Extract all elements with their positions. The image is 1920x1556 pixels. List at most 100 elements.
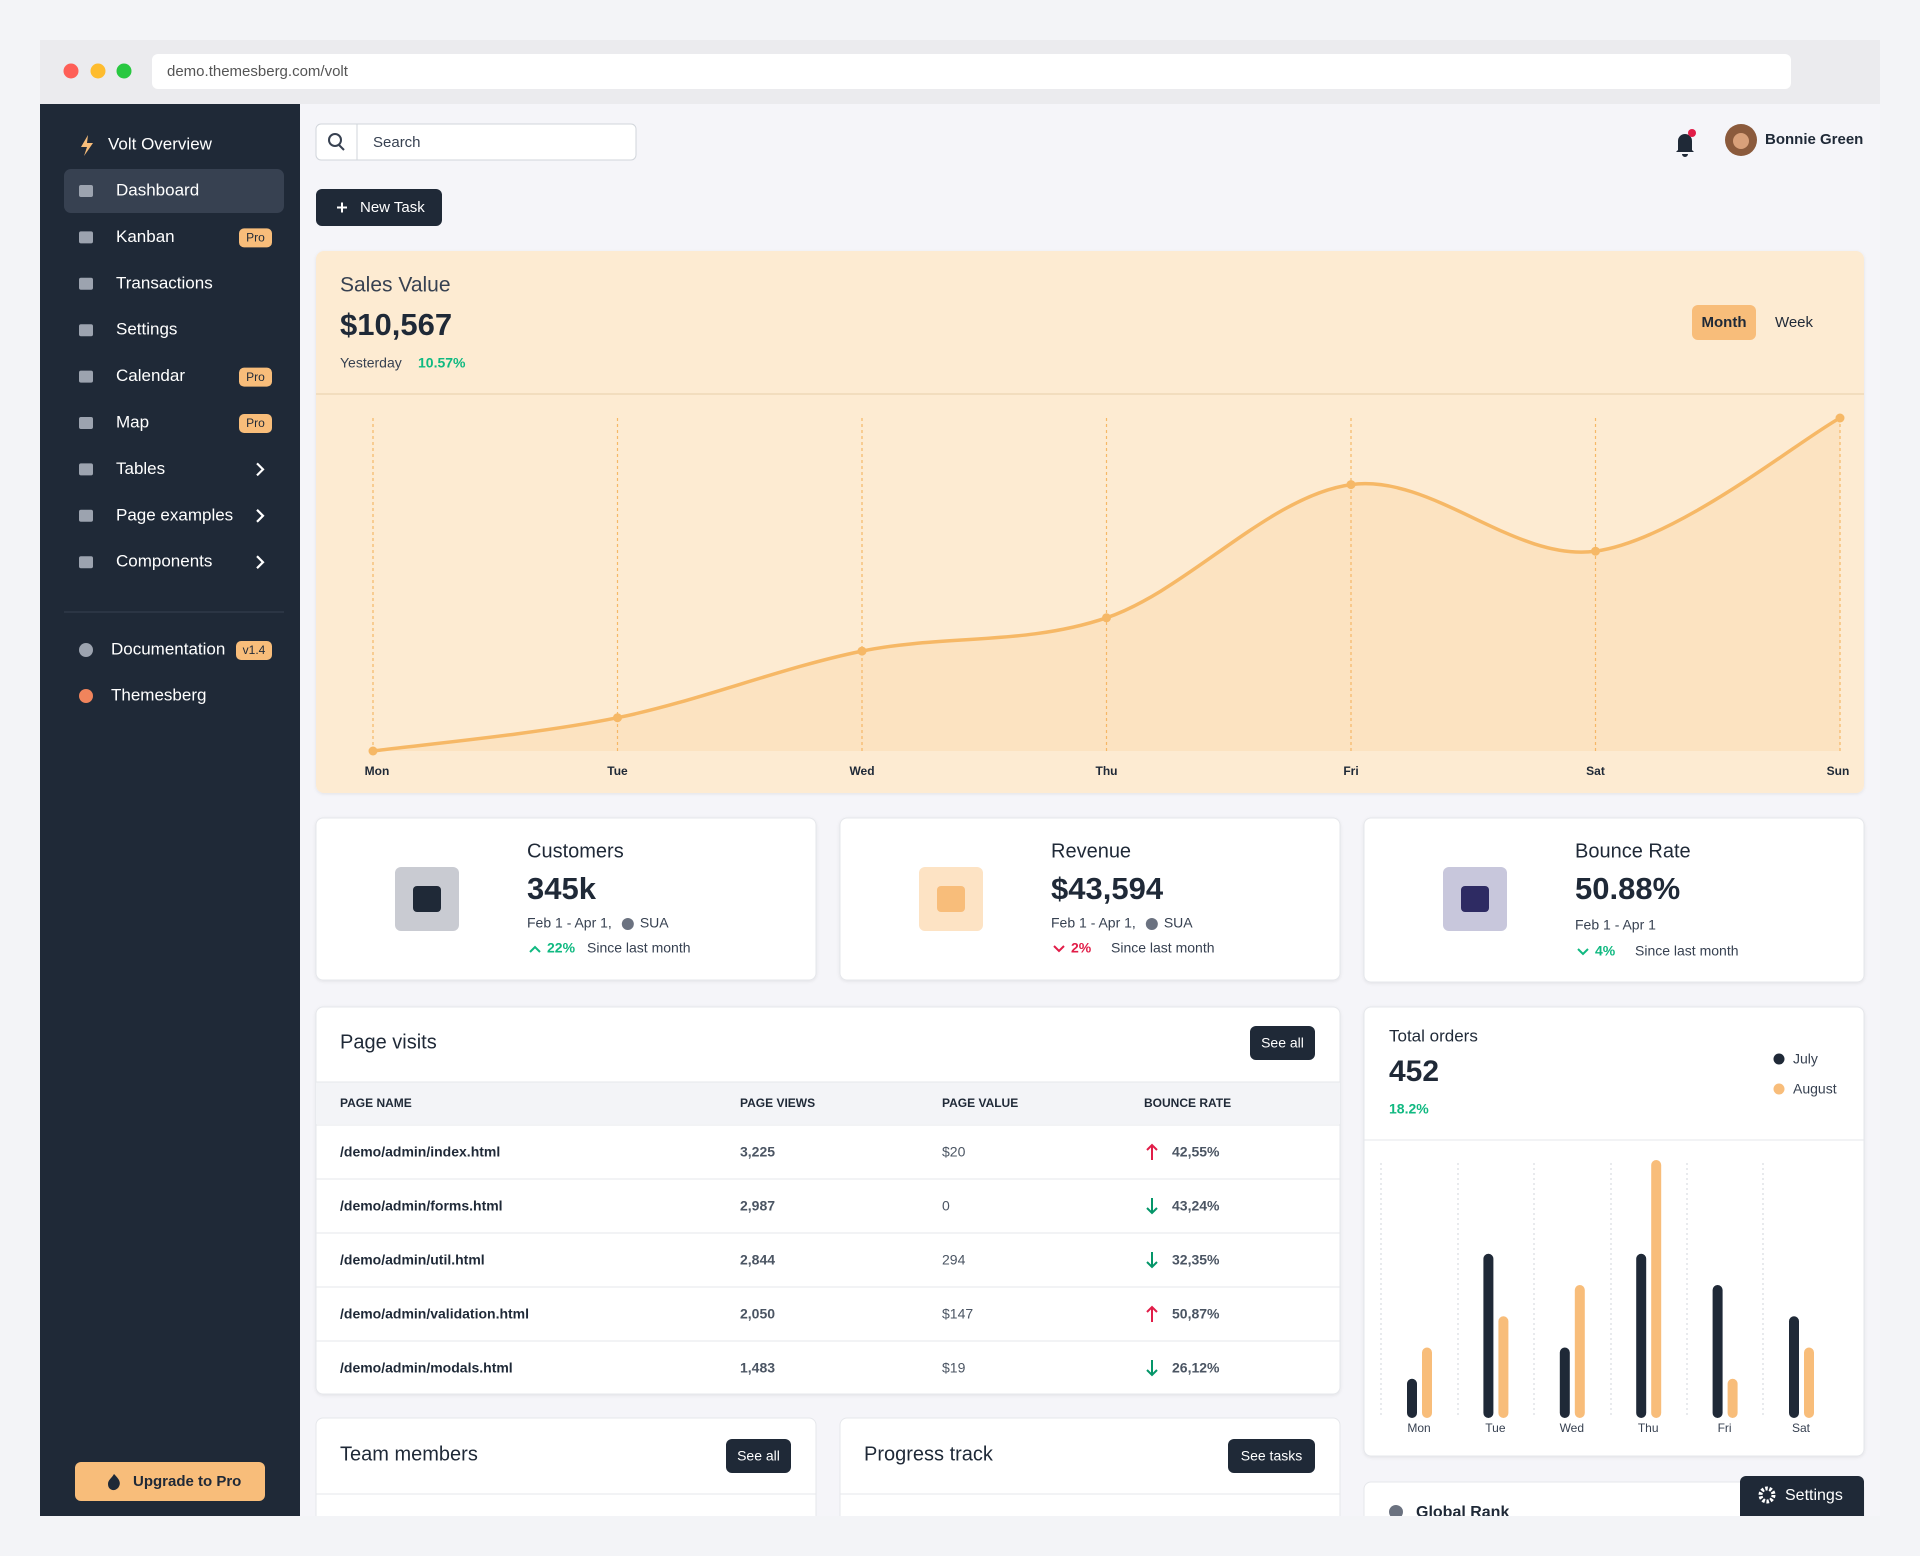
sales-card bbox=[316, 251, 1864, 793]
stat-change: 2% bbox=[1071, 940, 1092, 956]
nav-icon bbox=[79, 509, 93, 522]
bar bbox=[1804, 1347, 1814, 1418]
column-header: BOUNCE RATE bbox=[1144, 1096, 1231, 1110]
window-button[interactable] bbox=[63, 63, 79, 79]
url-bar[interactable] bbox=[152, 54, 1791, 89]
column-header: PAGE VALUE bbox=[942, 1096, 1018, 1110]
window-button[interactable] bbox=[116, 63, 132, 79]
bar bbox=[1407, 1378, 1417, 1418]
badge bbox=[239, 367, 272, 387]
badge bbox=[239, 414, 272, 433]
change: 18.2% bbox=[1389, 1101, 1429, 1117]
table-cell: 2,050 bbox=[740, 1306, 775, 1322]
badge bbox=[239, 228, 272, 248]
stat-note: Since last month bbox=[1635, 943, 1739, 959]
nav-item[interactable]: Calendar bbox=[116, 366, 185, 385]
legend-label: July bbox=[1793, 1051, 1818, 1067]
column-header: PAGE NAME bbox=[340, 1096, 412, 1110]
nav-icon bbox=[79, 185, 93, 197]
bar bbox=[1651, 1160, 1662, 1418]
nav-item[interactable]: Tables bbox=[116, 459, 165, 478]
table-cell: 32,35% bbox=[1172, 1252, 1220, 1268]
badge-text: Pro bbox=[246, 416, 265, 430]
button-text[interactable]: See all bbox=[737, 1448, 780, 1464]
nav-item[interactable]: Documentation bbox=[111, 639, 225, 658]
x-tick-label: Fri bbox=[1718, 1421, 1732, 1435]
table-header bbox=[316, 1082, 1340, 1124]
x-tick-label: Tue bbox=[1485, 1421, 1506, 1435]
nav-item[interactable]: Dashboard bbox=[116, 180, 199, 199]
chevron bbox=[256, 509, 265, 523]
card-button[interactable] bbox=[726, 1439, 791, 1473]
trend-arrow bbox=[1053, 945, 1065, 953]
point bbox=[368, 746, 378, 756]
nav-item[interactable]: Kanban bbox=[116, 227, 175, 246]
sidebar bbox=[40, 104, 300, 1516]
stat-card bbox=[839, 817, 1341, 981]
stat-change: 4% bbox=[1595, 943, 1616, 959]
legend-label: August bbox=[1793, 1081, 1837, 1097]
user-name[interactable]: Bonnie Green bbox=[1765, 131, 1863, 148]
tab-active[interactable] bbox=[1692, 305, 1756, 340]
new-task-text[interactable]: New Task bbox=[360, 199, 425, 216]
upgrade-button[interactable] bbox=[75, 1462, 265, 1501]
upgrade-text[interactable]: Upgrade to Pro bbox=[133, 1473, 241, 1490]
bar bbox=[1574, 1285, 1585, 1418]
stat-icon-glyph bbox=[937, 886, 965, 912]
stat-note: Since last month bbox=[1111, 940, 1215, 956]
flame-icon bbox=[108, 1474, 120, 1491]
card-title: Page visits bbox=[340, 1031, 437, 1053]
point bbox=[1346, 480, 1356, 490]
table-cell: $19 bbox=[942, 1360, 966, 1376]
nav-item[interactable]: Transactions bbox=[116, 273, 213, 292]
table-cell: /demo/admin/forms.html bbox=[340, 1198, 503, 1214]
tab[interactable]: Month bbox=[1702, 314, 1747, 331]
table-cell: $147 bbox=[942, 1306, 973, 1322]
nav-item[interactable]: Page examples bbox=[116, 505, 233, 524]
stat-region: SUA bbox=[640, 915, 669, 931]
nav-item[interactable]: Themesberg bbox=[111, 685, 206, 704]
stat-title: Bounce Rate bbox=[1575, 840, 1691, 862]
table-cell: 43,24% bbox=[1172, 1198, 1220, 1214]
stat-icon-glyph bbox=[413, 886, 441, 912]
nav-item[interactable]: Map bbox=[116, 412, 149, 431]
notification-dot bbox=[1688, 129, 1696, 137]
stat-title: Customers bbox=[527, 840, 624, 862]
settings-button[interactable] bbox=[1740, 1476, 1864, 1524]
table-cell: 50,87% bbox=[1172, 1306, 1220, 1322]
nav-icon bbox=[79, 324, 93, 337]
nav-item[interactable]: Components bbox=[116, 552, 212, 571]
button-text[interactable]: See all bbox=[1261, 1035, 1304, 1051]
card-title: Global Rank bbox=[1416, 1504, 1509, 1521]
legend-dot bbox=[1773, 1083, 1785, 1095]
button-text[interactable]: See tasks bbox=[1241, 1448, 1302, 1464]
stat-period: Feb 1 - Apr 1 bbox=[1575, 917, 1656, 933]
badge-text: v1.4 bbox=[243, 643, 266, 657]
table-cell: 0 bbox=[942, 1198, 950, 1214]
table-cell: 42,55% bbox=[1172, 1144, 1220, 1160]
stat-change: 22% bbox=[547, 940, 576, 956]
card bbox=[1363, 1481, 1865, 1516]
brand-name[interactable]: Volt Overview bbox=[108, 134, 213, 153]
new-task-button[interactable] bbox=[316, 189, 442, 226]
brand-icon bbox=[81, 135, 93, 156]
search-icon bbox=[338, 144, 345, 151]
nav-icon bbox=[79, 370, 93, 383]
search-box[interactable] bbox=[315, 123, 637, 161]
table-cell: 3,225 bbox=[740, 1144, 775, 1160]
nav-icon bbox=[79, 556, 93, 569]
window-button[interactable] bbox=[90, 63, 106, 79]
bell-icon[interactable] bbox=[1676, 134, 1694, 157]
tab[interactable]: Week bbox=[1775, 314, 1814, 331]
x-tick-label: Tue bbox=[607, 764, 628, 778]
see-all-button[interactable] bbox=[1250, 1026, 1315, 1060]
bar bbox=[1712, 1285, 1723, 1418]
card-button[interactable] bbox=[1228, 1439, 1315, 1473]
x-tick-label: Thu bbox=[1638, 1421, 1659, 1435]
nav-item[interactable]: Settings bbox=[116, 320, 177, 339]
x-tick-label: Mon bbox=[1407, 1421, 1430, 1435]
x-tick-label: Sun bbox=[1827, 764, 1850, 778]
x-tick-label: Fri bbox=[1343, 764, 1358, 778]
settings-text[interactable]: Settings bbox=[1785, 1487, 1843, 1504]
